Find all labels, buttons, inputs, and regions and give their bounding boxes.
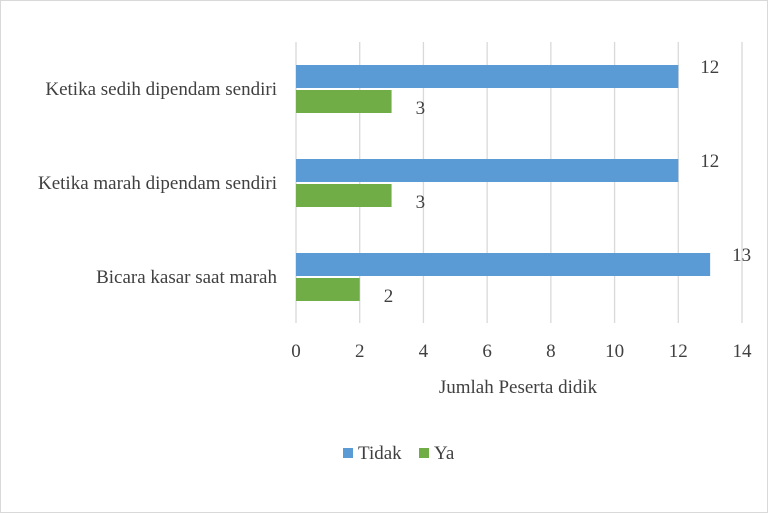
category-label: Bicara kasar saat marah [96, 267, 277, 288]
bar-tidak-0 [296, 65, 679, 88]
data-label: 2 [384, 286, 394, 307]
category-label: Ketika marah dipendam sendiri [38, 173, 277, 194]
bar-ya-2 [296, 278, 360, 301]
x-axis-title: Jumlah Peserta didik [439, 377, 598, 398]
x-tick-label: 0 [291, 341, 301, 362]
legend-label-tidak: Tidak [358, 443, 402, 464]
legend-label-ya: Ya [434, 443, 455, 464]
data-labels: 12 3 12 3 13 2 [384, 57, 751, 307]
bar-ya-0 [296, 90, 392, 113]
x-tick-label: 10 [605, 341, 624, 362]
x-tick-label: 14 [733, 341, 753, 362]
bar-tidak-2 [296, 253, 711, 276]
category-labels: Ketika sedih dipendam sendiri Ketika mara… [38, 79, 278, 288]
x-tick-label: 8 [546, 341, 556, 362]
bar-ya-1 [296, 184, 392, 207]
bars [296, 65, 711, 301]
x-tick-label: 12 [669, 341, 688, 362]
data-label: 12 [700, 151, 719, 172]
legend-swatch-ya [419, 448, 429, 458]
category-label: Ketika sedih dipendam sendiri [45, 79, 277, 100]
gridlines [295, 42, 743, 323]
data-label: 12 [700, 57, 719, 78]
data-label: 3 [416, 192, 426, 213]
x-tick-label: 4 [419, 341, 429, 362]
data-label: 13 [732, 245, 751, 266]
bar-tidak-1 [296, 159, 679, 182]
x-tick-labels: 0 2 4 6 8 10 12 14 [291, 341, 752, 362]
data-label: 3 [416, 98, 426, 119]
legend-swatch-tidak [343, 448, 353, 458]
x-tick-label: 2 [355, 341, 365, 362]
x-tick-label: 6 [482, 341, 492, 362]
legend: Tidak Ya [343, 443, 455, 464]
